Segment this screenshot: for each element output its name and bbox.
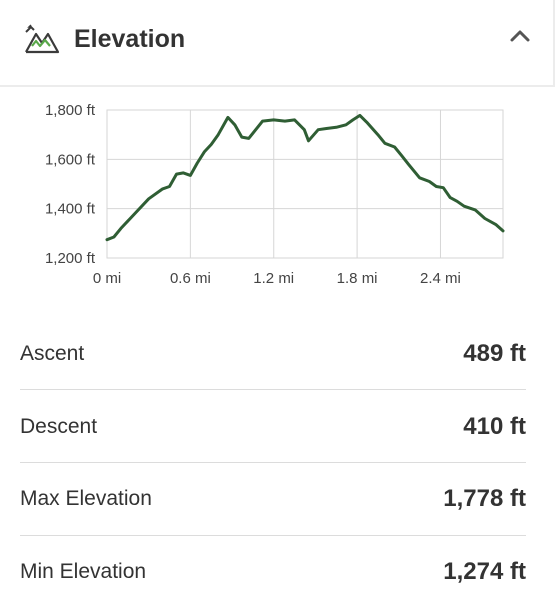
row-divider xyxy=(20,535,526,536)
y-tick-label: 1,400 ft xyxy=(45,201,96,218)
stat-label: Descent xyxy=(20,415,98,438)
y-tick-label: 1,600 ft xyxy=(45,151,96,168)
x-tick-label: 0.6 mi xyxy=(170,270,211,287)
stat-row-max-elevation: Max Elevation 1,778 ft xyxy=(20,463,526,535)
stat-row-min-elevation: Min Elevation 1,274 ft xyxy=(20,536,526,608)
stat-value: 1,778 ft xyxy=(443,485,526,512)
x-tick-label: 1.8 mi xyxy=(337,270,378,287)
stat-label: Max Elevation xyxy=(20,487,152,510)
x-tick-label: 1.2 mi xyxy=(253,270,294,287)
elevation-chart-svg: 1,800 ft 1,600 ft 1,400 ft 1,200 ft 0 mi 0.6 … xyxy=(45,102,505,287)
stat-row-ascent: Ascent 489 ft xyxy=(20,318,526,390)
stat-value: 410 ft xyxy=(463,413,526,440)
stat-label: Min Elevation xyxy=(20,560,147,583)
y-tick-label: 1,800 ft xyxy=(45,102,96,119)
stat-label: Ascent xyxy=(20,342,85,365)
section-title: Elevation xyxy=(74,25,186,53)
stat-row-descent: Descent 410 ft xyxy=(20,391,526,463)
elevation-header[interactable]: Elevation xyxy=(0,0,555,85)
mountain-icon xyxy=(25,24,60,54)
stat-value: 489 ft xyxy=(463,340,526,367)
x-tick-label: 0 mi xyxy=(93,270,121,287)
elevation-line xyxy=(105,113,505,242)
y-tick-label: 1,200 ft xyxy=(45,250,96,267)
elevation-chart: 1,800 ft 1,600 ft 1,400 ft 1,200 ft 0 mi 0.6 … xyxy=(0,87,555,302)
header-divider xyxy=(0,85,555,87)
row-divider xyxy=(20,462,526,463)
chevron-up-icon[interactable] xyxy=(507,24,533,48)
stat-value: 1,274 ft xyxy=(443,558,526,585)
x-tick-label: 2.4 mi xyxy=(420,270,461,287)
row-divider xyxy=(20,389,526,390)
